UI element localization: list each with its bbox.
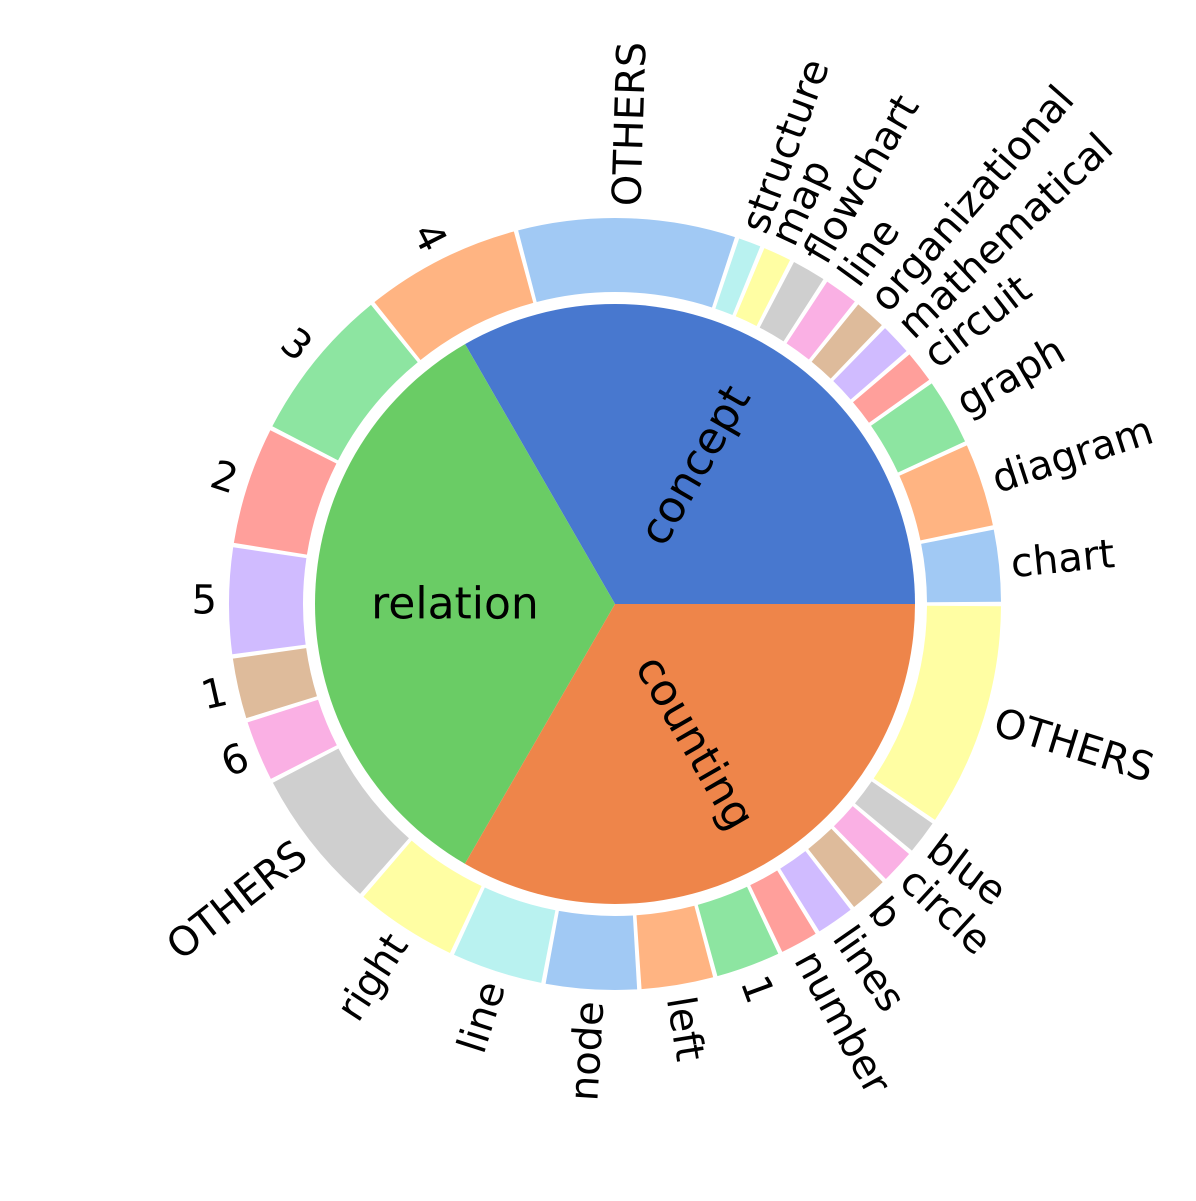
outer-slice-relation-b-25 xyxy=(808,828,883,908)
outer-slice-relation-others-28 xyxy=(873,605,1001,820)
outer-slice-concept-map-8 xyxy=(735,248,791,326)
outer-slice-concept-graph-2 xyxy=(871,383,966,473)
outer-slice-concept-flowchart-7 xyxy=(759,262,824,342)
outer-label-counting-6-16: 6 xyxy=(215,734,256,786)
outer-label-concept-others-10: OTHERS xyxy=(604,41,655,207)
outer-slice-counting-1-15 xyxy=(232,648,317,719)
outer-slice-relation-line-19 xyxy=(453,887,556,983)
outer-slice-concept-line-6 xyxy=(786,281,855,360)
outer-label-concept-3-12: 3 xyxy=(272,319,321,371)
outer-slice-relation-circle-26 xyxy=(833,806,910,880)
outer-slice-relation-lines-24 xyxy=(780,851,851,932)
inner-pie xyxy=(315,304,915,905)
outer-slice-relation-number-23 xyxy=(750,870,816,952)
outer-slice-concept-others-10 xyxy=(518,218,735,308)
outer-slice-concept-3-12 xyxy=(272,304,418,461)
outer-slice-counting-others-17 xyxy=(272,748,409,894)
outer-slice-counting-2-13 xyxy=(233,430,337,555)
outer-slice-counting-5-14 xyxy=(228,547,307,655)
outer-slice-counting-6-16 xyxy=(247,699,337,779)
outer-slice-concept-mathematical-4 xyxy=(833,328,907,400)
outer-label-concept-diagram-1: diagram xyxy=(986,408,1158,503)
outer-label-concept-4-11: 4 xyxy=(403,216,456,259)
outer-slice-concept-chart-0 xyxy=(921,529,1001,603)
outer-slice-concept-diagram-1 xyxy=(899,445,993,541)
outer-slice-concept-4-11 xyxy=(374,231,534,361)
outer-slice-relation-1-22 xyxy=(697,886,779,977)
outer-label-counting-others-17: OTHERS xyxy=(158,832,316,970)
inner-label-relation: relation xyxy=(371,578,539,629)
outer-ring xyxy=(228,218,1001,990)
outer-label-relation-node-20: node xyxy=(561,1000,613,1102)
inner-slice-relation xyxy=(315,344,615,864)
outer-label-counting-5-14: 5 xyxy=(191,577,217,623)
outer-label-counting-2-13: 2 xyxy=(205,452,243,504)
outer-slice-relation-right-18 xyxy=(363,840,482,953)
inner-slice-counting xyxy=(464,604,915,905)
outer-slice-relation-node-20 xyxy=(545,910,638,990)
outer-slice-concept-organizational-5 xyxy=(811,304,882,379)
outer-slice-relation-left-21 xyxy=(636,905,714,990)
outer-label-relation-line-19: line xyxy=(449,976,515,1059)
outer-label-concept-chart-0: chart xyxy=(1009,531,1117,587)
outer-label-relation-right-18: right xyxy=(328,925,418,1029)
outer-label-relation-1-22: 1 xyxy=(731,970,783,1010)
outer-slice-concept-structure-9 xyxy=(715,238,761,315)
outer-label-relation-left-21: left xyxy=(657,993,713,1064)
outer-slice-relation-blue-27 xyxy=(854,781,933,851)
inner-slice-concept xyxy=(465,304,915,604)
outer-label-relation-others-28: OTHERS xyxy=(988,699,1159,791)
outer-slice-concept-circuit-3 xyxy=(852,354,930,423)
outer-label-counting-1-15: 1 xyxy=(197,669,232,719)
